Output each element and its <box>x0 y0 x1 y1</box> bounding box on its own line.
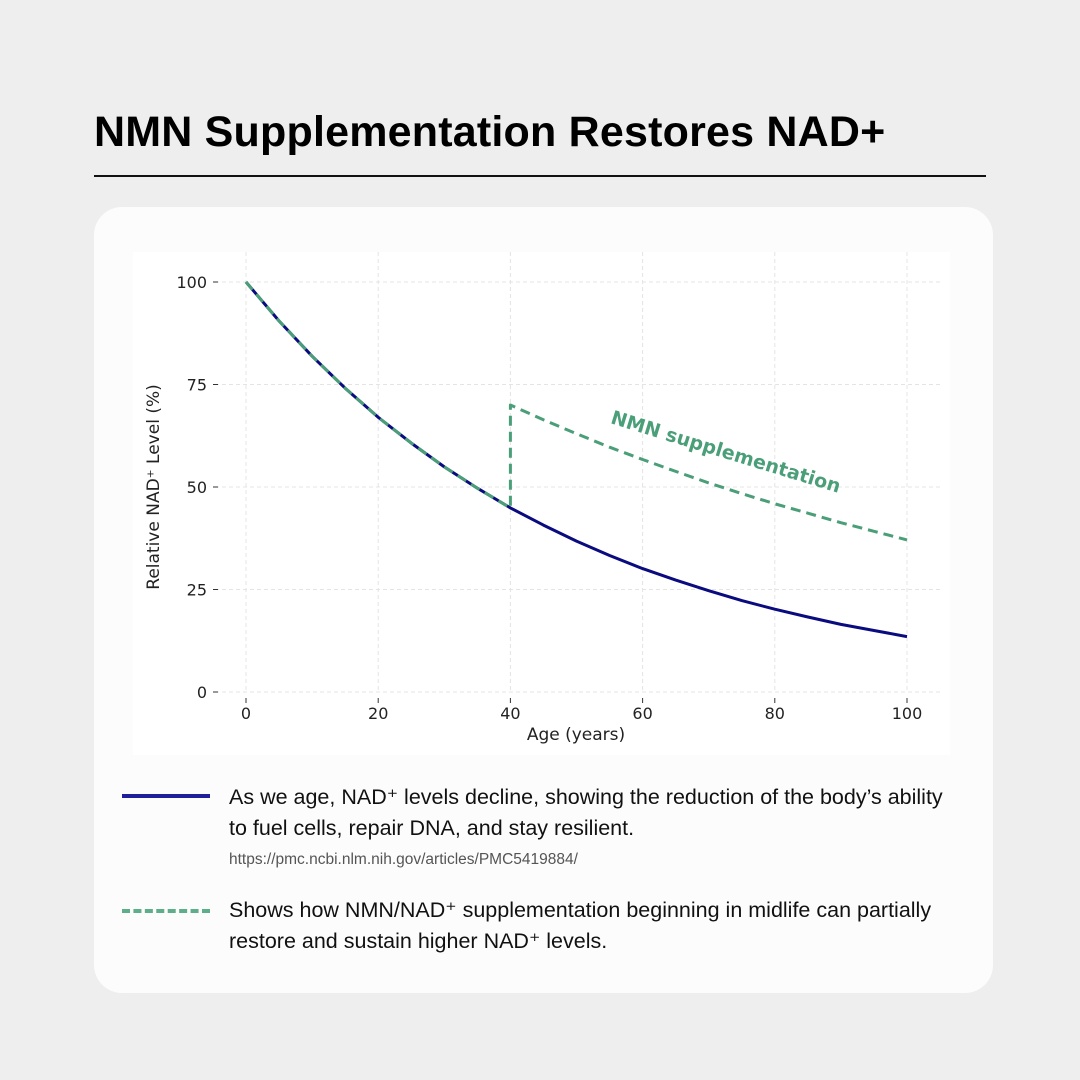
legend-text-supplementation: Shows how NMN/NAD⁺ supplementation begin… <box>229 898 932 953</box>
y-tick-label: 100 <box>176 273 207 292</box>
title-divider <box>94 175 986 177</box>
dashed-line-swatch <box>122 909 210 913</box>
x-tick-label: 80 <box>765 704 785 723</box>
axis-ticks: 0 20 40 60 80 100 0 25 50 75 100 <box>176 273 922 723</box>
x-axis-label: Age (years) <box>527 725 625 745</box>
x-tick-label: 40 <box>500 704 520 723</box>
x-tick-label: 100 <box>892 704 923 723</box>
y-tick-label: 50 <box>187 478 207 497</box>
source-link[interactable]: https://pmc.ncbi.nlm.nih.gov/articles/PM… <box>229 851 578 868</box>
series-group <box>244 281 908 639</box>
plot-background <box>133 252 950 755</box>
nad-chart: 0 20 40 60 80 100 0 25 50 75 100 Age (years) Relat… <box>133 252 950 755</box>
y-tick-label: 25 <box>187 581 207 600</box>
x-tick-label: 60 <box>632 704 652 723</box>
x-tick-label: 0 <box>241 704 251 723</box>
solid-line-swatch <box>122 794 210 798</box>
legend-text-decline: As we age, NAD⁺ levels decline, showing … <box>229 785 943 840</box>
nmn-supplementation-line <box>244 281 908 542</box>
y-axis-label: Relative NAD⁺ Level (%) <box>144 384 164 589</box>
y-tick-label: 75 <box>187 376 207 395</box>
y-tick-label: 0 <box>197 683 207 702</box>
x-tick-label: 20 <box>368 704 388 723</box>
page-title: NMN Supplementation Restores NAD+ <box>94 108 886 156</box>
